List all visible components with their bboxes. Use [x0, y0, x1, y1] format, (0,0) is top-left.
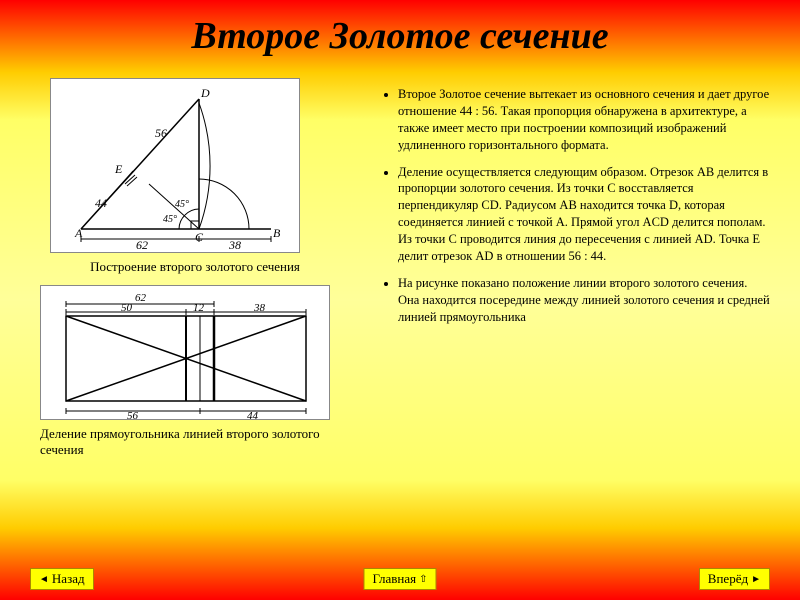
dim-CB: 38 — [228, 238, 241, 252]
angle-2: 45° — [175, 199, 189, 210]
dim-AE: 44 — [95, 196, 107, 210]
label-E: E — [114, 162, 123, 176]
home-button[interactable]: Главная⇧ — [363, 568, 436, 590]
label-A: A — [74, 226, 83, 240]
dim-bot-right: 44 — [247, 410, 259, 421]
paragraph-1: Второе Золотое сечение вытекает из основ… — [398, 86, 770, 154]
dim-ED: 56 — [155, 126, 167, 140]
next-button[interactable]: Вперёд — [699, 568, 770, 590]
dim-bot-left: 56 — [127, 410, 139, 421]
figure-2: 62 50 12 38 56 44 — [40, 285, 330, 420]
home-icon: ⇧ — [419, 574, 427, 585]
dim-top-total: 62 — [135, 292, 147, 304]
nav-bar: Назад Главная⇧ Вперёд — [0, 568, 800, 590]
figure-1: A B C D E 62 38 44 56 45° 45° — [50, 78, 300, 253]
figures-column: A B C D E 62 38 44 56 45° 45° — [30, 68, 360, 468]
angle-1: 45° — [163, 214, 177, 225]
paragraph-3: На рисунке показано положение линии втор… — [398, 275, 770, 326]
label-D: D — [200, 86, 210, 100]
text-column: Второе Золотое сечение вытекает из основ… — [380, 68, 770, 468]
label-B: B — [273, 226, 281, 240]
paragraph-2: Деление осуществляется следующим образом… — [398, 164, 770, 265]
dim-top-right: 38 — [253, 302, 266, 314]
dim-top-left: 50 — [121, 302, 133, 314]
content-area: A B C D E 62 38 44 56 45° 45° — [0, 58, 800, 468]
figure-2-caption: Деление прямоугольника линией второго зо… — [40, 426, 360, 458]
back-button[interactable]: Назад — [30, 568, 94, 590]
dim-AC: 62 — [136, 238, 148, 252]
page-title: Второе Золотое сечение — [0, 0, 800, 58]
home-label: Главная — [372, 571, 416, 587]
dim-top-mid: 12 — [193, 302, 205, 314]
figure-1-caption: Построение второго золотого сечения — [30, 259, 360, 275]
